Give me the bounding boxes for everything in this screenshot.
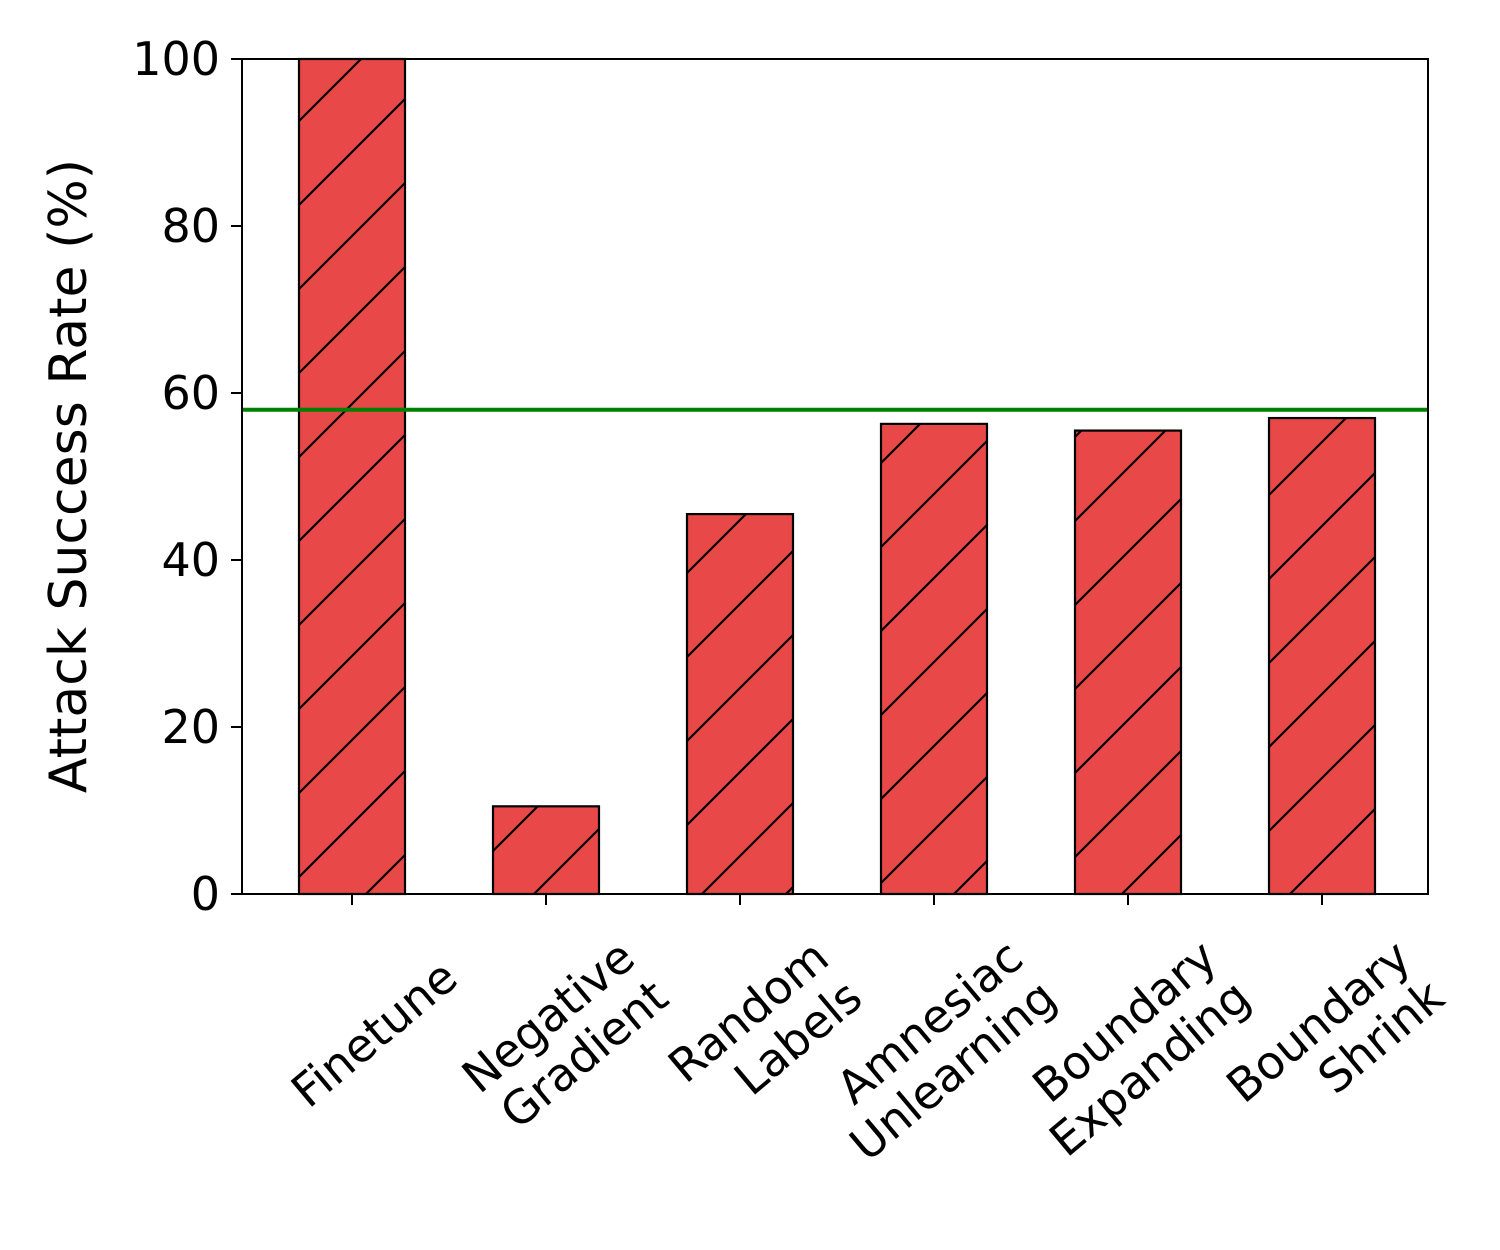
y-tick-label-5: 100 — [132, 32, 220, 86]
y-tick-label-2: 40 — [161, 533, 220, 587]
y-axis-title: Attack Success Rate (%) — [39, 159, 99, 793]
bar-hatch-5 — [1269, 418, 1375, 894]
y-axis: 0 20 40 60 80 100 — [132, 32, 242, 921]
y-tick-label-0: 0 — [191, 867, 220, 921]
bar-hatch-1 — [493, 806, 599, 894]
bar-hatch-3 — [881, 423, 987, 894]
bar-hatch-0 — [299, 59, 405, 894]
bar-hatch-4 — [1075, 430, 1181, 894]
bars-group — [297, 57, 1377, 896]
y-tick-label-3: 60 — [161, 366, 220, 420]
y-tick-label-1: 20 — [161, 700, 220, 754]
x-tick-label-4: BoundaryExpanding — [1006, 929, 1260, 1167]
x-tick-label-2: RandomLabels — [658, 929, 872, 1133]
x-axis: FinetuneNegativeGradientRandomLabelsAmne… — [281, 894, 1454, 1172]
x-tick-label-0: Finetune — [281, 949, 467, 1118]
x-tick-label-1: NegativeGradient — [452, 929, 678, 1143]
plot-frame — [241, 58, 1429, 895]
plot-background — [242, 59, 1428, 894]
x-tick-label-line: Finetune — [281, 949, 467, 1118]
x-tick-label-5: BoundaryShrink — [1216, 929, 1454, 1153]
bar-hatch-2 — [687, 514, 793, 894]
x-tick-label-3: AmnesiacUnlearning — [806, 929, 1066, 1171]
y-tick-label-4: 80 — [161, 199, 220, 253]
